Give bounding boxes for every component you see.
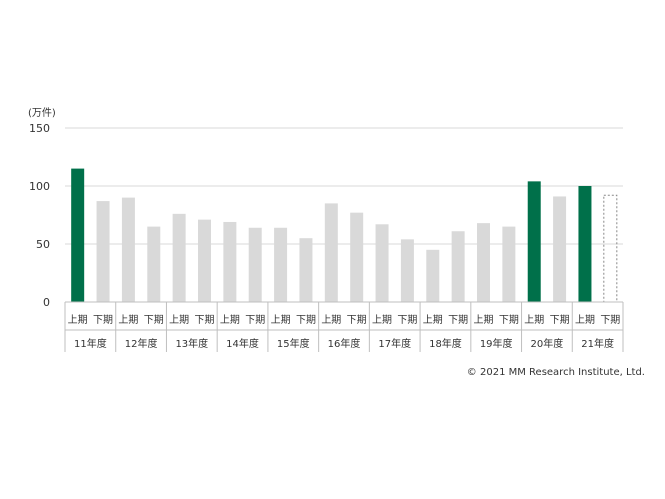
bar bbox=[198, 219, 211, 302]
y-tick-label: 0 bbox=[43, 296, 50, 309]
x-year-label: 12年度 bbox=[125, 337, 158, 350]
x-half-label: 下期 bbox=[550, 314, 570, 326]
x-year-label: 16年度 bbox=[328, 337, 361, 350]
y-tick-label: 150 bbox=[29, 122, 50, 135]
bar bbox=[223, 221, 237, 302]
bar bbox=[96, 201, 110, 302]
bar bbox=[324, 203, 338, 302]
x-year-label: 21年度 bbox=[581, 337, 614, 350]
copyright-text: © 2021 MM Research Institute, Ltd. bbox=[467, 367, 645, 378]
x-half-label: 下期 bbox=[296, 314, 316, 326]
y-tick-label: 100 bbox=[29, 180, 50, 193]
x-half-label: 上期 bbox=[118, 314, 138, 326]
bars bbox=[71, 168, 618, 303]
x-axis: 上期 下期 上期 下期 上期 下期 上期 下期 上期 下期 上期 下期 上期 下期 上期 下期 上期 下期 上期 下期… bbox=[64, 301, 624, 352]
x-half-label: 上期 bbox=[169, 314, 189, 326]
bar bbox=[451, 231, 465, 302]
bar-forecast bbox=[603, 194, 618, 303]
bar bbox=[400, 239, 414, 302]
x-year-label: 19年度 bbox=[480, 337, 513, 350]
y-tick-label: 50 bbox=[36, 238, 50, 251]
x-half-label: 上期 bbox=[524, 314, 544, 326]
bar bbox=[299, 238, 313, 302]
bar bbox=[147, 226, 161, 302]
x-half-label: 下期 bbox=[397, 314, 417, 326]
bar bbox=[527, 181, 541, 302]
x-half-label: 上期 bbox=[68, 314, 88, 326]
x-half-label: 上期 bbox=[271, 314, 291, 326]
bar bbox=[578, 186, 592, 302]
x-half-label: 上期 bbox=[575, 314, 595, 326]
x-year-label: 14年度 bbox=[226, 337, 259, 350]
x-half-label: 上期 bbox=[321, 314, 341, 326]
x-half-label: 下期 bbox=[347, 314, 367, 326]
x-year-label: 11年度 bbox=[74, 337, 107, 350]
bar bbox=[477, 223, 490, 302]
bar bbox=[375, 224, 389, 302]
bar bbox=[71, 168, 85, 302]
bar bbox=[248, 227, 262, 302]
y-axis-unit-label: (万件) bbox=[28, 107, 56, 119]
bar bbox=[274, 227, 288, 302]
x-half-label: 下期 bbox=[499, 314, 519, 326]
bar bbox=[426, 249, 440, 302]
x-half-label: 下期 bbox=[600, 314, 620, 326]
bar bbox=[172, 213, 186, 302]
x-half-label: 上期 bbox=[474, 314, 494, 326]
x-year-label: 15年度 bbox=[277, 337, 310, 350]
x-half-label: 下期 bbox=[195, 314, 215, 326]
x-half-label: 上期 bbox=[220, 314, 240, 326]
x-year-label: 17年度 bbox=[378, 337, 411, 350]
x-year-label: 13年度 bbox=[175, 337, 208, 350]
bar bbox=[121, 197, 135, 302]
bar bbox=[553, 196, 567, 302]
x-half-label: 下期 bbox=[93, 314, 113, 326]
bar bbox=[502, 226, 516, 302]
x-half-label: 下期 bbox=[144, 314, 164, 326]
x-half-label: 上期 bbox=[423, 314, 443, 326]
x-year-label: 20年度 bbox=[531, 337, 564, 350]
bar bbox=[350, 212, 364, 302]
y-axis-tick-labels: 0 50 100 150 bbox=[29, 122, 50, 309]
x-half-label: 下期 bbox=[245, 314, 265, 326]
x-half-label: 下期 bbox=[448, 314, 468, 326]
x-year-label: 18年度 bbox=[429, 337, 462, 350]
x-half-label: 上期 bbox=[372, 314, 392, 326]
